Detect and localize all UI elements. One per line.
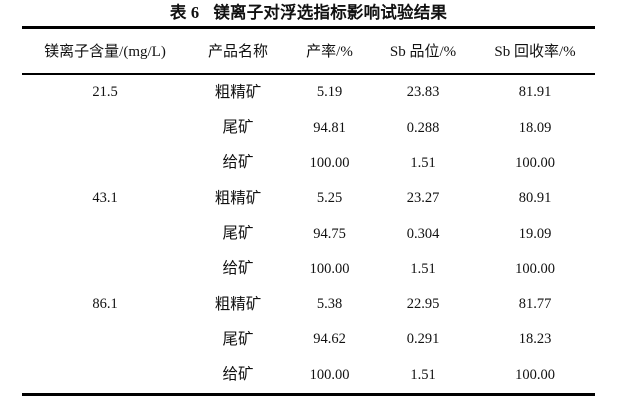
cell-sb-grade: 1.51: [410, 154, 436, 171]
cell-sb-recovery: 81.91: [518, 84, 552, 101]
cell-product-name: 给矿: [188, 357, 288, 396]
table-caption-title: 镁离子对浮选指标影响试验结果: [213, 3, 448, 22]
cell-sb-recovery: 18.09: [518, 119, 552, 136]
table-row: 给矿 100.00 1.51 100.00: [22, 146, 595, 181]
table-header: 镁离子含量/(mg/L) 产品名称 产率/% Sb 品位/% Sb 回收率/%: [22, 26, 595, 75]
cell-sb-recovery: 100.00: [515, 260, 555, 277]
table-row: 86.1 粗精矿 5.38 22.95 81.77: [22, 287, 595, 322]
cell-sb-recovery: 81.77: [518, 296, 552, 313]
cell-magnesium-content: 21.5: [92, 84, 118, 101]
cell-sb-grade: 23.27: [406, 190, 440, 207]
cell-product-name: 给矿: [222, 260, 254, 278]
table-row: 尾矿 94.62 0.291 18.23: [22, 322, 595, 357]
cell-magnesium-content: [22, 216, 188, 251]
cell-yield: 100.00: [288, 357, 371, 396]
cell-sb-grade: 0.304: [406, 225, 440, 242]
cell-sb-recovery: 19.09: [518, 225, 552, 242]
cell-yield: 94.81: [313, 119, 346, 136]
cell-product-name: 粗精矿: [214, 295, 262, 313]
cell-yield: 5.38: [316, 296, 343, 313]
cell-magnesium-content: [22, 110, 188, 145]
cell-yield: 94.75: [313, 225, 346, 242]
cell-product-name: 粗精矿: [214, 189, 262, 207]
cell-sb-grade: 1.51: [371, 357, 475, 396]
cell-sb-recovery: 100.00: [515, 154, 555, 171]
cell-magnesium-content: 86.1: [92, 296, 118, 313]
cell-magnesium-content: [22, 251, 188, 286]
cell-sb-grade: 23.83: [406, 84, 440, 101]
table-row: 给矿 100.00 1.51 100.00: [22, 251, 595, 286]
table-row: 43.1 粗精矿 5.25 23.27 80.91: [22, 181, 595, 216]
cell-sb-grade: 0.288: [406, 119, 440, 136]
column-header-sb-grade: Sb 品位/%: [371, 26, 475, 75]
table-row: 给矿 100.00 1.51 100.00: [22, 357, 595, 396]
cell-sb-grade: 22.95: [406, 296, 440, 313]
cell-sb-grade: 0.291: [406, 331, 440, 348]
table-row: 尾矿 94.75 0.304 19.09: [22, 216, 595, 251]
table-row: 尾矿 94.81 0.288 18.09: [22, 110, 595, 145]
table-caption-number: 表 6: [169, 3, 200, 22]
cell-magnesium-content: [22, 146, 188, 181]
cell-yield: 100.00: [309, 154, 350, 171]
table-row: 21.5 粗精矿 5.19 23.83 81.91: [22, 74, 595, 110]
cell-sb-recovery: 80.91: [518, 190, 552, 207]
cell-sb-grade: 1.51: [410, 260, 436, 277]
cell-yield: 94.62: [313, 331, 346, 348]
cell-yield: 5.25: [316, 190, 343, 207]
results-table: 镁离子含量/(mg/L) 产品名称 产率/% Sb 品位/% Sb 回收率/% …: [22, 26, 595, 396]
cell-product-name: 尾矿: [222, 119, 254, 137]
column-header-yield: 产率/%: [288, 26, 371, 75]
table-caption: 表 6 镁离子对浮选指标影响试验结果: [0, 2, 617, 24]
column-header-product-name: 产品名称: [188, 26, 288, 75]
cell-sb-recovery: 18.23: [518, 331, 552, 348]
column-header-magnesium-content: 镁离子含量/(mg/L): [22, 26, 188, 75]
cell-product-name: 给矿: [222, 154, 254, 172]
cell-magnesium-content: 43.1: [92, 190, 118, 207]
cell-sb-recovery: 100.00: [475, 357, 595, 396]
cell-yield: 5.19: [316, 84, 343, 101]
table-header-row: 镁离子含量/(mg/L) 产品名称 产率/% Sb 品位/% Sb 回收率/%: [22, 26, 595, 75]
cell-magnesium-content: [22, 322, 188, 357]
column-header-sb-recovery: Sb 回收率/%: [475, 26, 595, 75]
cell-product-name: 粗精矿: [214, 83, 262, 101]
table-body: 21.5 粗精矿 5.19 23.83 81.91 尾矿 94.81 0.288…: [22, 74, 595, 396]
cell-product-name: 尾矿: [222, 225, 254, 243]
results-table-wrapper: 镁离子含量/(mg/L) 产品名称 产率/% Sb 品位/% Sb 回收率/% …: [22, 26, 595, 396]
cell-magnesium-content: [22, 357, 188, 396]
cell-product-name: 尾矿: [222, 330, 254, 348]
cell-yield: 100.00: [309, 260, 350, 277]
